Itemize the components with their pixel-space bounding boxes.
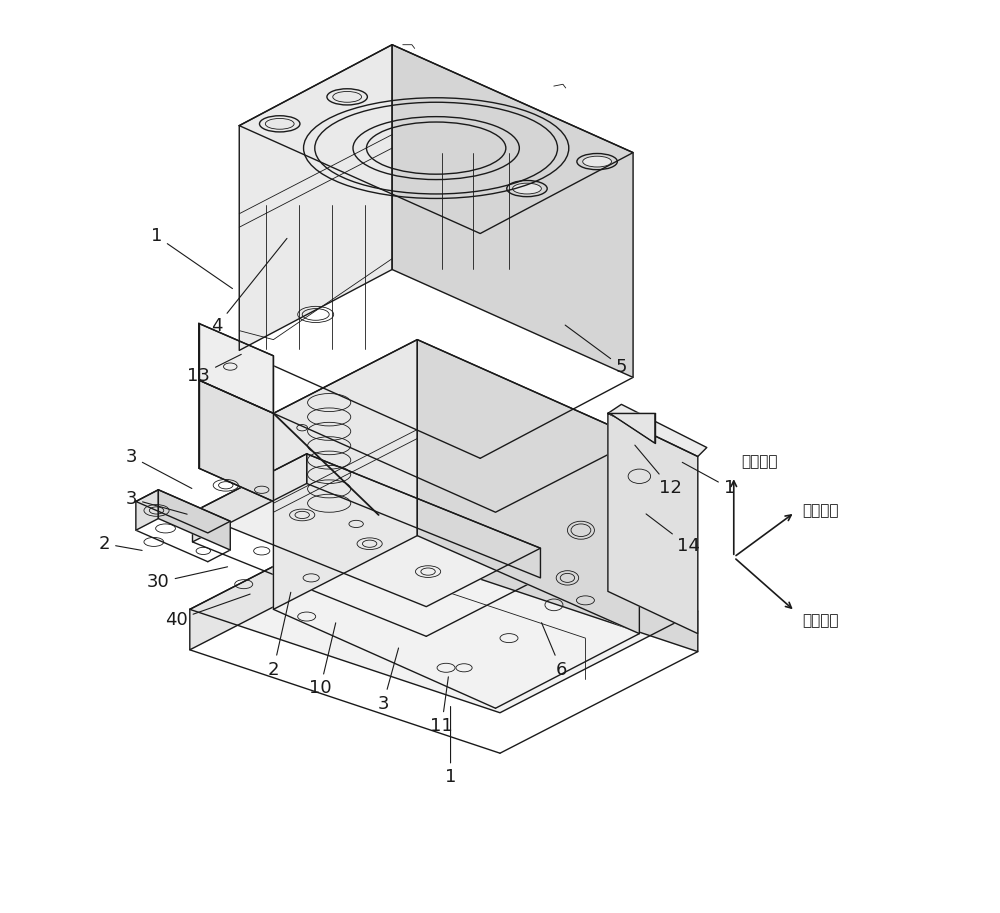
Text: 1: 1 — [682, 462, 735, 497]
Polygon shape — [608, 404, 707, 456]
Text: 10: 10 — [309, 623, 336, 698]
Ellipse shape — [265, 119, 294, 130]
Text: 第三方向: 第三方向 — [802, 503, 839, 518]
Text: 3: 3 — [377, 648, 399, 713]
Polygon shape — [239, 45, 392, 351]
Text: 40: 40 — [165, 594, 250, 629]
Text: 2: 2 — [99, 535, 142, 552]
Text: 第二方向: 第二方向 — [802, 613, 839, 628]
Polygon shape — [388, 508, 698, 652]
Text: 3: 3 — [126, 447, 192, 488]
Text: 1: 1 — [151, 227, 232, 289]
Text: 第一方向: 第一方向 — [741, 454, 777, 469]
Polygon shape — [158, 489, 230, 550]
Text: 1: 1 — [445, 707, 456, 786]
Text: 12: 12 — [635, 446, 682, 497]
Ellipse shape — [513, 184, 541, 194]
Polygon shape — [193, 454, 540, 606]
Text: 14: 14 — [646, 514, 700, 555]
Polygon shape — [199, 323, 273, 414]
Polygon shape — [199, 380, 273, 501]
Polygon shape — [307, 454, 540, 578]
Polygon shape — [273, 340, 639, 512]
Polygon shape — [239, 45, 633, 234]
Polygon shape — [190, 508, 698, 713]
Text: 4: 4 — [211, 238, 287, 335]
Ellipse shape — [583, 156, 611, 167]
Polygon shape — [608, 414, 698, 634]
Polygon shape — [199, 323, 273, 414]
Polygon shape — [417, 340, 639, 634]
Polygon shape — [136, 489, 230, 533]
Text: 2: 2 — [268, 593, 291, 678]
Polygon shape — [193, 454, 307, 542]
Text: 6: 6 — [542, 623, 567, 678]
Polygon shape — [273, 340, 417, 609]
Polygon shape — [136, 489, 158, 530]
Text: 11: 11 — [430, 677, 453, 735]
Polygon shape — [190, 508, 388, 650]
Ellipse shape — [333, 91, 362, 102]
Text: 3: 3 — [126, 489, 187, 514]
Text: 30: 30 — [147, 567, 228, 592]
Text: 13: 13 — [187, 354, 241, 384]
Text: 5: 5 — [565, 325, 627, 375]
Polygon shape — [392, 45, 633, 377]
Polygon shape — [610, 414, 655, 443]
